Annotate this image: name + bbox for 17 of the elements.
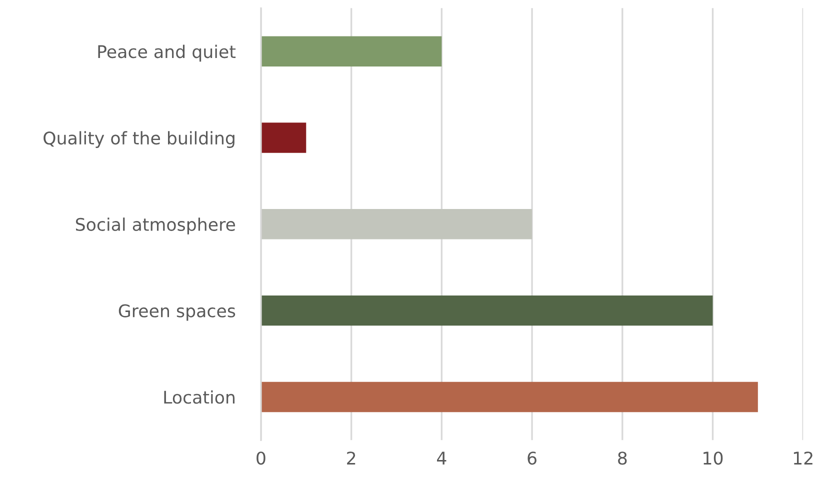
x-tick-label: 6 <box>528 452 536 465</box>
y-tick-label: Green spaces <box>118 304 236 321</box>
x-tick-label: 8 <box>618 452 627 465</box>
x-tick-label: 2 <box>347 452 356 464</box>
bar <box>260 295 713 326</box>
bar <box>260 122 306 153</box>
y-tick-label: Quality of the building <box>44 131 234 148</box>
bar <box>260 36 442 66</box>
y-tick-label: Location <box>164 390 234 404</box>
x-tick-label: 10 <box>704 452 723 465</box>
x-tick-label: 0 <box>256 452 266 465</box>
y-tick-label: Social atmosphere <box>76 218 236 234</box>
bar <box>260 382 758 412</box>
y-tick-label: Peace and quiet <box>98 44 236 62</box>
bar <box>260 209 532 240</box>
x-tick-label: 4 <box>437 452 446 464</box>
x-tick-label: 12 <box>794 452 812 464</box>
